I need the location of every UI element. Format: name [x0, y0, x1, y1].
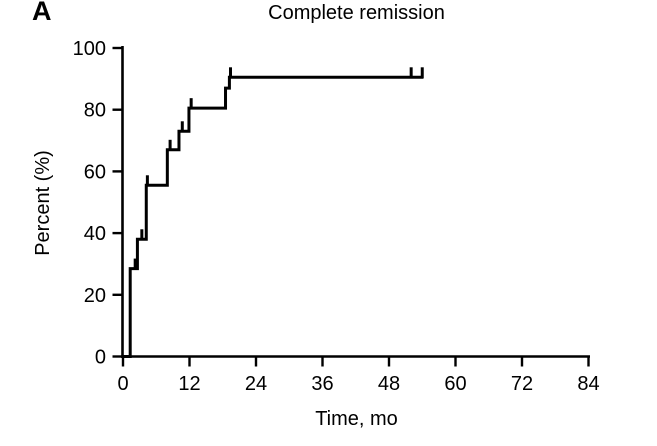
x-tick-label: 24: [245, 373, 267, 395]
x-tick-label: 60: [444, 373, 466, 395]
x-tick-label: 0: [117, 373, 128, 395]
y-tick-label: 80: [84, 100, 106, 122]
y-tick-label: 40: [84, 223, 106, 245]
y-tick-label: 60: [84, 161, 106, 183]
x-tick-label: 36: [311, 373, 333, 395]
x-tick-label: 12: [178, 373, 200, 395]
panel-label: A: [32, 0, 52, 26]
y-tick-label: 20: [84, 285, 106, 307]
x-tick-label: 48: [378, 373, 400, 395]
y-tick-label: 0: [95, 347, 106, 369]
km-step-curve: [123, 75, 424, 358]
x-tick-label: 72: [511, 373, 533, 395]
x-tick-label: 84: [577, 373, 599, 395]
y-tick-label: 100: [73, 38, 106, 60]
chart-title: Complete remission: [268, 2, 445, 24]
x-axis-label: Time, mo: [315, 408, 398, 430]
